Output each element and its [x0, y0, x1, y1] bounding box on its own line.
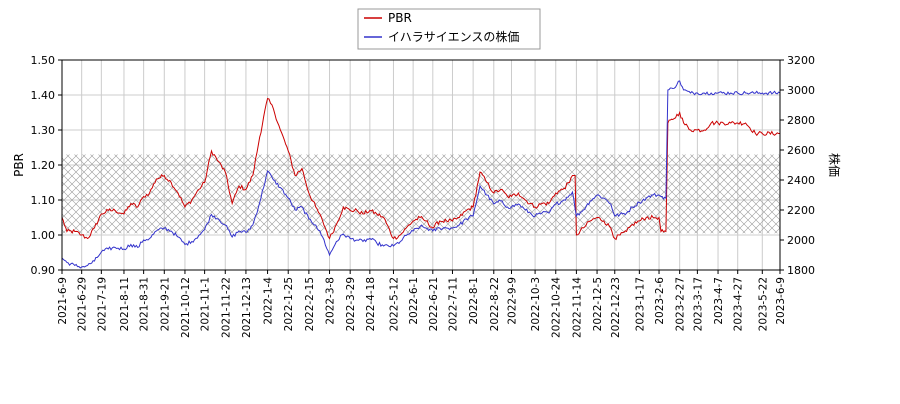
x-tick-label: 2023-5-22: [757, 277, 769, 331]
x-tick-label: 2022-12-5: [592, 277, 604, 331]
series-line-stock-price: [62, 80, 780, 269]
x-tick-label: 2022-3-8: [325, 277, 337, 325]
legend-label-stock-price: イハラサイエンスの株価: [388, 29, 519, 44]
x-tick-label: 2022-5-12: [388, 277, 400, 331]
x-tick-label: 2021-11-1: [200, 277, 212, 331]
x-tick-label: 2023-4-27: [733, 277, 745, 331]
series-line-pbr: [62, 97, 780, 241]
x-axis: 2021-6-9 2021-6-29 2021-7-19 2021-8-11 2021-…: [57, 270, 787, 338]
x-tick-label: 2022-1-25: [283, 277, 295, 331]
x-tick-label: 2022-7-11: [447, 277, 459, 331]
left-tick-label: 0.90: [31, 264, 56, 277]
x-tick-label: 2022-2-15: [304, 277, 316, 331]
left-axis: 0.90 1.00 1.10 1.20 1.30 1.40 1.50: [31, 54, 62, 277]
x-tick-label: 2022-10-3: [530, 277, 542, 331]
right-tick-label: 2000: [787, 234, 815, 247]
x-tick-label: 2021-6-9: [57, 277, 69, 325]
x-tick-label: 2023-1-17: [634, 277, 646, 331]
x-tick-label: 2021-7-19: [96, 277, 108, 331]
x-tick-label: 2022-6-1: [408, 277, 420, 325]
hatched-band: [62, 154, 780, 234]
left-tick-label: 1.00: [31, 229, 56, 242]
x-tick-label: 2021-9-21: [159, 277, 171, 331]
x-tick-label: 2022-1-4: [263, 277, 275, 325]
x-tick-label: 2022-3-29: [345, 277, 357, 331]
right-tick-label: 1800: [787, 264, 815, 277]
x-tick-label: 2022-8-22: [489, 277, 501, 331]
x-tick-label: 2023-2-6: [654, 277, 666, 325]
x-tick-label: 2022-4-18: [365, 277, 377, 331]
series-layer: [62, 80, 780, 269]
x-tick-label: 2021-10-12: [180, 277, 192, 338]
x-tick-label: 2022-10-24: [551, 277, 563, 338]
x-tick-label: 2023-2-27: [675, 277, 687, 331]
x-tick-label: 2022-9-9: [506, 277, 518, 325]
legend: PBR イハラサイエンスの株価: [357, 8, 541, 50]
right-tick-label: 2200: [787, 204, 815, 217]
x-tick-label: 2021-11-22: [220, 277, 232, 338]
x-tick-label: 2022-6-21: [428, 277, 440, 331]
left-axis-label: PBR: [12, 153, 26, 177]
left-tick-label: 1.20: [31, 159, 56, 172]
right-tick-label: 2400: [787, 174, 815, 187]
right-tick-label: 3200: [787, 54, 815, 67]
x-tick-label: 2022-12-23: [610, 277, 622, 338]
left-tick-label: 1.40: [31, 89, 56, 102]
left-tick-label: 1.30: [31, 124, 56, 137]
right-axis: 1800 2000 2200 2400 2600 2800 3000 3200: [780, 54, 815, 277]
x-tick-label: 2023-4-7: [713, 277, 725, 325]
right-tick-label: 3000: [787, 84, 815, 97]
right-tick-label: 2600: [787, 144, 815, 157]
legend-box: [357, 8, 541, 50]
x-tick-label: 2021-12-13: [241, 277, 253, 338]
x-tick-label: 2023-3-17: [692, 277, 704, 331]
x-tick-label: 2023-6-9: [775, 277, 787, 325]
legend-label-pbr: PBR: [388, 11, 412, 25]
left-tick-label: 1.10: [31, 194, 56, 207]
left-tick-label: 1.50: [31, 54, 56, 67]
x-tick-label: 2022-8-1: [468, 277, 480, 325]
x-tick-label: 2021-8-11: [119, 277, 131, 331]
right-axis-label: 株価: [827, 153, 842, 177]
x-tick-label: 2021-8-31: [139, 277, 151, 331]
x-tick-label: 2022-11-14: [571, 277, 583, 338]
right-tick-label: 2800: [787, 114, 815, 127]
x-tick-label: 2021-6-29: [77, 277, 89, 331]
